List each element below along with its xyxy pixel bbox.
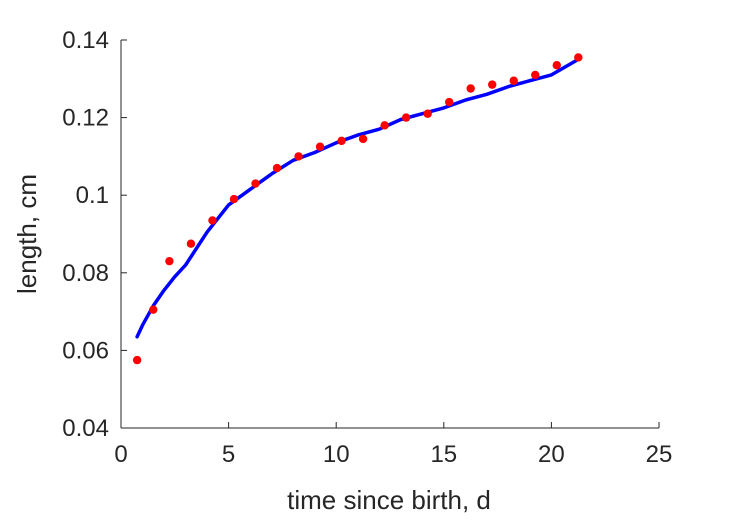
- data-point: [294, 152, 303, 161]
- x-tick-label: 10: [323, 441, 350, 468]
- data-point: [229, 194, 239, 204]
- y-tick-label: 0.08: [62, 260, 109, 287]
- fit-curve-layer: [135, 57, 581, 339]
- data-point: [337, 136, 346, 146]
- data-points-layer: [132, 53, 583, 365]
- x-tick-label: 15: [430, 441, 457, 468]
- y-tick-label: 0.14: [62, 27, 109, 54]
- data-point: [466, 84, 475, 93]
- data-point: [574, 53, 583, 62]
- data-point: [444, 97, 454, 107]
- y-tick-label: 0.12: [62, 105, 109, 132]
- y-tick-label: 0.1: [76, 182, 109, 209]
- data-point: [165, 256, 174, 266]
- x-tick-label: 0: [114, 441, 127, 468]
- data-point: [552, 61, 561, 70]
- data-point: [132, 355, 142, 365]
- data-point: [401, 113, 411, 122]
- data-point: [272, 163, 282, 173]
- data-point: [251, 179, 260, 188]
- axes: 0 5 10 15 20 25 0.04 0.06 0.08 0.1 0.12 0.14: [62, 27, 672, 468]
- fit-curve: [135, 57, 581, 339]
- data-point: [358, 134, 368, 144]
- x-tick-label: 25: [646, 441, 673, 468]
- x-tick-label: 5: [222, 441, 235, 468]
- y-tick-label: 0.06: [62, 337, 109, 364]
- x-axis-label: time since birth, d: [287, 485, 491, 515]
- y-tick-label: 0.04: [62, 415, 109, 442]
- data-point: [208, 216, 217, 225]
- data-point: [488, 80, 497, 89]
- x-tick-label: 20: [538, 441, 565, 468]
- data-point: [531, 70, 540, 80]
- data-point: [149, 305, 158, 314]
- data-point: [509, 76, 518, 85]
- data-point: [315, 142, 325, 151]
- y-axis-label: length, cm: [12, 174, 42, 294]
- data-point: [380, 121, 389, 130]
- data-point: [186, 239, 196, 248]
- data-point: [423, 109, 432, 118]
